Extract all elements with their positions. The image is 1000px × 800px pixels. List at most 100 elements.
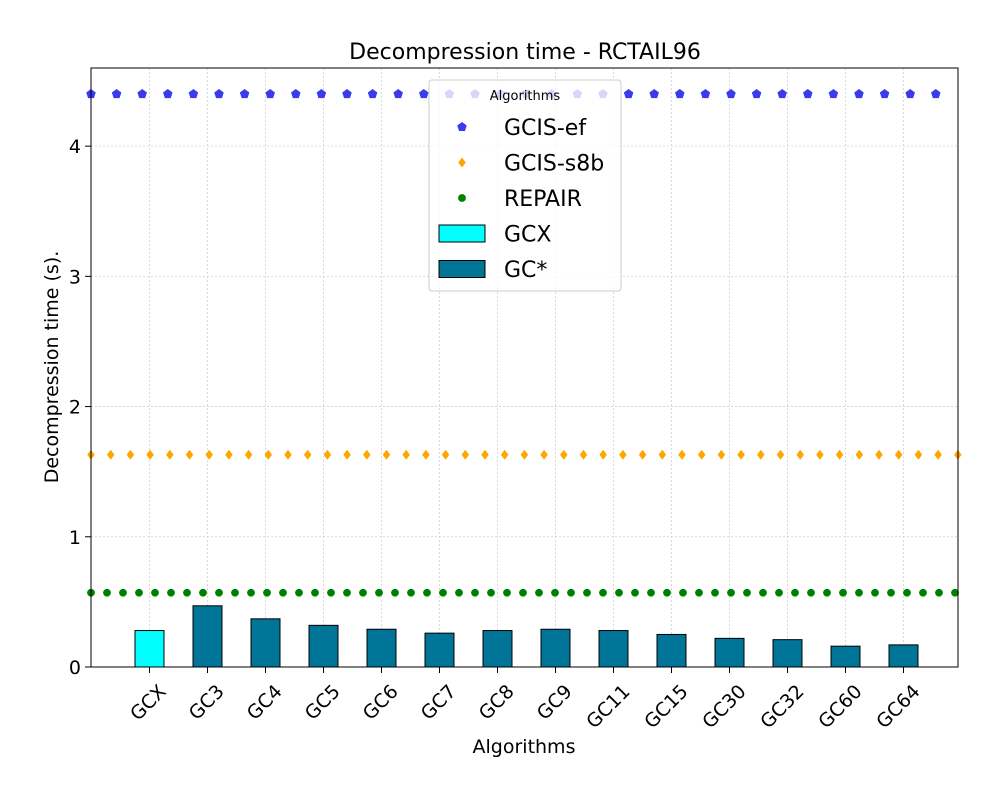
x-tick-label: GC11 — [582, 681, 634, 733]
reference-marker — [623, 89, 634, 99]
bar-gc32 — [772, 639, 803, 668]
reference-marker — [146, 449, 154, 460]
bar-gc7 — [424, 632, 455, 668]
reference-marker — [163, 89, 173, 99]
reference-marker — [439, 588, 447, 597]
reference-marker — [540, 449, 548, 460]
reference-marker — [402, 449, 410, 460]
reference-marker — [520, 449, 529, 460]
reference-marker — [560, 449, 568, 460]
reference-marker — [291, 89, 301, 99]
reference-marker — [759, 588, 767, 597]
reference-marker — [727, 588, 735, 597]
reference-markers — [86, 89, 962, 597]
reference-marker — [717, 449, 726, 460]
reference-marker — [103, 588, 111, 597]
reference-marker — [423, 588, 431, 597]
reference-marker — [631, 588, 639, 597]
reference-marker — [638, 449, 647, 460]
bar-gc64 — [888, 644, 919, 668]
reference-marker — [471, 588, 479, 597]
reference-marker — [247, 588, 255, 597]
reference-marker — [393, 89, 403, 99]
x-tick-label: GC9 — [533, 681, 577, 725]
bars — [134, 605, 919, 668]
reference-marker — [215, 588, 223, 597]
y-tick-label: 1 — [69, 527, 81, 549]
reference-marker — [535, 588, 543, 597]
reference-marker — [679, 588, 687, 597]
reference-marker — [905, 89, 915, 99]
reference-marker — [599, 449, 607, 460]
reference-marker — [914, 449, 923, 460]
bar-gc8 — [482, 630, 513, 668]
x-tick-label: GC7 — [417, 681, 461, 725]
reference-marker — [647, 588, 655, 597]
reference-marker — [135, 588, 143, 597]
y-tick-label: 0 — [69, 657, 81, 679]
reference-marker — [567, 588, 575, 597]
reference-marker — [803, 89, 813, 99]
reference-marker — [225, 449, 233, 460]
reference-marker — [658, 449, 667, 460]
legend-label: GCIS-ef — [504, 116, 587, 141]
reference-marker — [695, 588, 703, 597]
reference-marker — [455, 588, 463, 597]
reference-marker — [239, 89, 250, 99]
x-axis: GCX GC3 GC4 GC5 GC6 GC7 GC8 GC9 GC11 GC15 GC30 GC32… — [126, 667, 925, 733]
reference-marker — [263, 588, 271, 597]
reference-marker — [199, 588, 207, 597]
reference-marker — [854, 89, 864, 99]
reference-marker — [375, 588, 383, 597]
reference-marker — [151, 588, 159, 597]
reference-marker — [183, 588, 191, 597]
x-tick-label: GCX — [126, 681, 171, 726]
reference-marker — [583, 588, 591, 597]
bar-gc15 — [656, 633, 687, 668]
legend-entries: GCIS-ef GCIS-s8b REPAIR GCX GC* — [438, 116, 604, 283]
bar-gc3 — [192, 605, 223, 668]
y-tick-label: 2 — [69, 397, 81, 419]
reference-marker — [367, 89, 378, 99]
reference-marker — [343, 449, 351, 460]
x-axis-label: Algorithms — [473, 736, 576, 758]
reference-marker — [816, 449, 824, 460]
x-tick-label: GC5 — [301, 681, 345, 725]
reference-marker — [422, 449, 430, 460]
reference-marker — [743, 588, 751, 597]
reference-marker — [265, 89, 275, 99]
reference-marker — [855, 449, 864, 460]
legend-label: GCX — [504, 223, 551, 248]
reference-marker — [419, 89, 429, 99]
reference-marker — [835, 449, 844, 460]
reference-marker — [205, 449, 213, 460]
legend: Algorithms GCIS-ef GCIS-s8b REPAIR GCX GC* — [428, 79, 622, 292]
reference-marker — [391, 588, 399, 597]
reference-marker — [303, 449, 312, 460]
reference-marker — [871, 588, 879, 597]
reference-marker — [887, 588, 895, 597]
reference-marker — [700, 89, 711, 99]
reference-marker — [441, 449, 450, 460]
reference-marker — [487, 588, 495, 597]
reference-marker — [751, 89, 762, 99]
reference-marker — [894, 449, 903, 460]
reference-marker — [823, 588, 831, 597]
reference-marker — [166, 449, 174, 460]
x-tick-label: GC60 — [814, 681, 866, 733]
reference-marker — [214, 89, 224, 99]
plot-frame — [90, 67, 959, 668]
reference-marker — [106, 449, 115, 460]
reference-series-gcis-s8b — [87, 449, 962, 460]
reference-series-repair — [87, 588, 959, 597]
reference-marker — [185, 449, 194, 460]
reference-marker — [137, 89, 147, 99]
legend-entry: GC* — [438, 258, 547, 283]
reference-marker — [935, 588, 943, 597]
reference-marker — [279, 588, 287, 597]
bar-gc60 — [830, 645, 861, 668]
y-tick-label: 4 — [69, 136, 81, 158]
legend-swatch — [438, 260, 486, 278]
legend-swatch — [438, 224, 486, 243]
